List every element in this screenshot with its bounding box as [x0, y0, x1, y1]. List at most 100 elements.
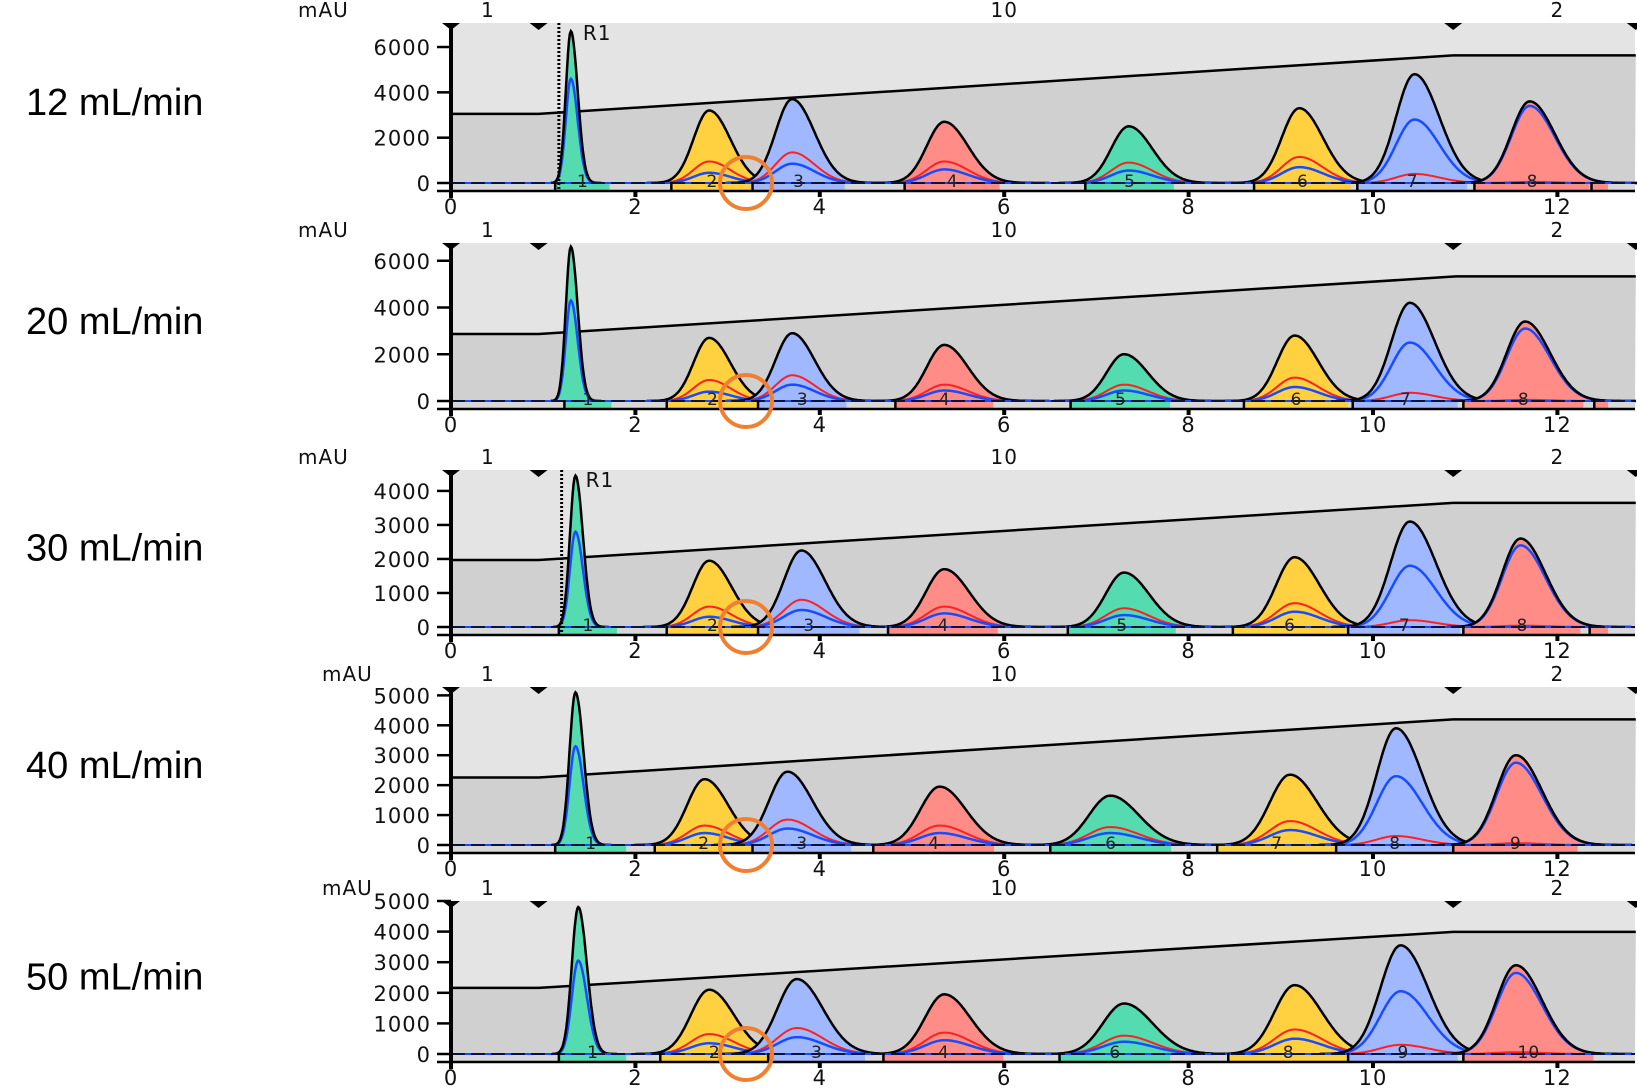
- x-tick-label: 6: [997, 1066, 1011, 1088]
- peak-fill: [1025, 795, 1238, 845]
- fraction-segment: [1453, 846, 1578, 853]
- annotation-circle: [718, 1026, 775, 1082]
- fraction-number: 1: [577, 172, 588, 192]
- fraction-tube-label: 1: [481, 0, 495, 22]
- peak-fill: [646, 337, 804, 401]
- x-tick-label: 6: [997, 857, 1011, 881]
- y-tick-label: 2000: [374, 774, 431, 798]
- x-tick-label: 10: [1359, 639, 1388, 663]
- fraction-segment: [1070, 402, 1171, 409]
- fraction-segment: [1243, 402, 1349, 409]
- fraction-segment: [1228, 1055, 1349, 1062]
- peak-fill: [1319, 945, 1523, 1054]
- x-tick-label: 12: [1543, 195, 1572, 219]
- x-tick-label: 12: [1543, 1066, 1572, 1088]
- x-tick-label: 8: [1181, 639, 1195, 663]
- fraction-segment: [1050, 846, 1172, 853]
- fraction-tube-label: 10: [990, 445, 1017, 469]
- peak-fill: [1340, 74, 1526, 183]
- fraction-segment: [660, 1055, 769, 1062]
- event-marker-icon: [1626, 687, 1637, 694]
- annotation-circle: [718, 373, 775, 429]
- y-tick-label: 4000: [374, 480, 431, 504]
- gradient-line: [451, 54, 1636, 116]
- x-tick-label: 10: [1359, 1066, 1388, 1088]
- peak-fill: [1446, 538, 1632, 627]
- fraction-segment: [768, 1055, 865, 1062]
- peak-fill: [1438, 755, 1633, 845]
- gradient-area: [451, 502, 1636, 627]
- y-tick-label: 4000: [374, 714, 431, 738]
- fraction-segment: [888, 628, 998, 635]
- y-tick-label: 6000: [374, 36, 431, 60]
- annotation-circle: [718, 599, 775, 655]
- x-tick-label: 4: [813, 857, 827, 881]
- x-tick-label: 6: [997, 639, 1011, 663]
- annotation-circle: [718, 155, 775, 211]
- gradient-line: [451, 930, 1636, 990]
- y-axis-unit: mAU: [322, 662, 373, 686]
- x-tick-label: 4: [813, 639, 827, 663]
- x-tick-label: 10: [1359, 195, 1388, 219]
- fraction-number: 1: [585, 834, 596, 854]
- fraction-segment: [1594, 402, 1609, 409]
- y-axis-unit: mAU: [298, 218, 349, 242]
- peak-fill: [874, 121, 1050, 183]
- fraction-number: 9: [1510, 834, 1521, 854]
- flow-rate-label: 30 mL/min: [26, 528, 203, 570]
- y-tick-label: 3000: [374, 744, 431, 768]
- peak-fill: [1224, 335, 1400, 401]
- y-tick-label: 2000: [374, 548, 431, 572]
- peak-fill: [1336, 302, 1521, 401]
- fraction-band: [451, 402, 1635, 409]
- flow-rate-label: 20 mL/min: [26, 301, 203, 343]
- x-tick-label: 4: [813, 1066, 827, 1088]
- peak-fill: [1455, 101, 1637, 183]
- fraction-number: 7: [1400, 390, 1411, 410]
- fraction-segment: [1067, 628, 1176, 635]
- fraction-number: 7: [1407, 172, 1418, 192]
- x-tick-label: 0: [444, 413, 458, 437]
- fraction-segment: [555, 846, 627, 853]
- event-marker-icon: [529, 687, 548, 694]
- fraction-segment: [1085, 184, 1174, 191]
- fraction-tube-label: 10: [990, 662, 1017, 686]
- fraction-segment: [666, 628, 759, 635]
- x-tick-label: 6: [997, 195, 1011, 219]
- event-marker-icon: [1626, 243, 1637, 250]
- fraction-segment: [1463, 628, 1581, 635]
- fraction-band: [451, 846, 1635, 853]
- fraction-segment: [666, 402, 759, 409]
- annotation-circle: [718, 817, 775, 873]
- flow-rate-label: 40 mL/min: [26, 745, 203, 787]
- fraction-segment: [671, 184, 753, 191]
- fraction-segment: [1217, 846, 1337, 853]
- fraction-segment: [564, 402, 612, 409]
- fraction-number: 2: [707, 390, 718, 410]
- event-marker-icon: [1444, 243, 1463, 250]
- fraction-number: 4: [947, 172, 958, 192]
- fraction-tube-label: 1: [481, 218, 495, 242]
- fraction-segment: [752, 846, 852, 853]
- peak-fill: [1050, 572, 1235, 627]
- x-tick-label: 8: [1181, 1066, 1195, 1088]
- fraction-tube-label: 2: [1551, 218, 1565, 242]
- x-tick-label: 8: [1181, 195, 1195, 219]
- x-tick-label: 6: [997, 413, 1011, 437]
- peak-fill: [634, 779, 810, 845]
- y-tick-label: 0: [417, 390, 431, 414]
- peak-fill: [1208, 774, 1412, 845]
- fraction-segment: [883, 1055, 1004, 1062]
- event-marker-icon: [529, 243, 548, 250]
- event-marker-icon: [1626, 901, 1637, 908]
- y-tick-label: 2000: [374, 127, 431, 151]
- y-tick-label: 4000: [374, 297, 431, 321]
- y-tick-label: 5000: [374, 890, 431, 914]
- y-tick-label: 2000: [374, 982, 431, 1006]
- gradient-line: [451, 501, 1636, 562]
- y-tick-label: 1000: [374, 804, 431, 828]
- gradient-area: [451, 276, 1636, 401]
- fraction-number: 5: [1124, 172, 1135, 192]
- peak-fill: [874, 344, 1050, 401]
